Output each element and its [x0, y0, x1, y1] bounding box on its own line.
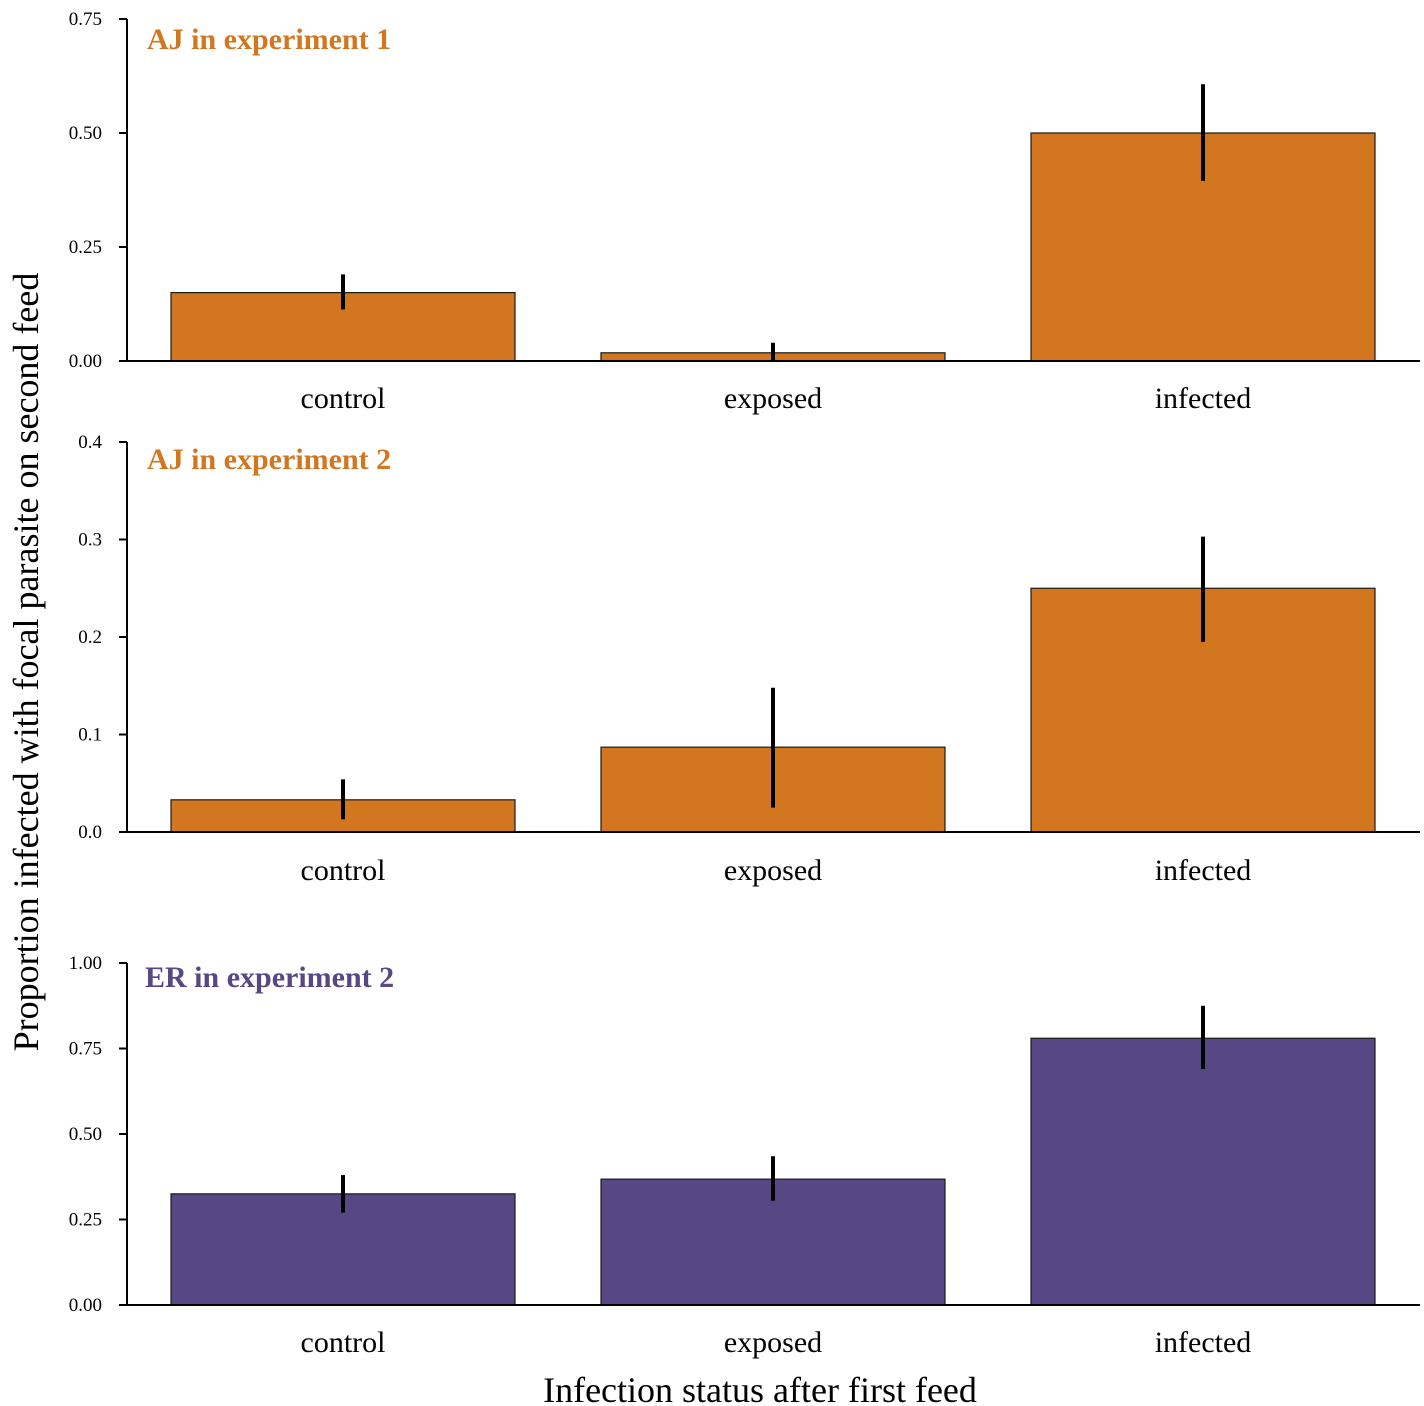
y-tick-label: 0.50	[69, 123, 102, 144]
y-tick-label: 0.25	[69, 1210, 102, 1231]
y-tick-label: 0.50	[69, 1124, 102, 1145]
y-tick-label: 0.4	[78, 432, 102, 453]
y-tick-label: 0.0	[78, 822, 102, 843]
panel-title: AJ in experiment 2	[147, 443, 391, 476]
chart-panel-2: 0.0 0.1 0.2 0.3 0.4 control exposed infected AJ …	[78, 432, 1420, 887]
x-tick-label-infected: infected	[1155, 382, 1252, 415]
y-tick-label: 0.00	[69, 1295, 102, 1316]
x-tick-label-infected: infected	[1155, 854, 1252, 887]
x-tick-label-infected: infected	[1155, 1326, 1252, 1359]
y-axis-title: Proportion infected with focal parasite …	[6, 273, 46, 1052]
x-tick-label-control: control	[301, 1326, 386, 1359]
y-tick-label: 1.00	[69, 953, 102, 974]
y-tick-label: 0.1	[78, 725, 102, 746]
x-tick-label-exposed: exposed	[724, 854, 822, 887]
y-tick-label: 0.2	[78, 627, 102, 648]
x-axis-title: Infection status after first feed	[543, 1370, 977, 1406]
y-tick-label: 0.3	[78, 530, 102, 551]
y-tick-label: 0.75	[69, 1039, 102, 1060]
panel-title: ER in experiment 2	[145, 961, 394, 994]
chart-panel-1: 0.00 0.25 0.50 0.75 control exposed infected AJ…	[69, 9, 1420, 415]
chart-panel-3: 0.00 0.25 0.50 0.75 1.00 control exposed infect…	[69, 953, 1420, 1359]
y-tick-label: 0.00	[69, 351, 102, 372]
x-tick-label-exposed: exposed	[724, 382, 822, 415]
y-tick-label: 0.25	[69, 237, 102, 258]
x-tick-label-exposed: exposed	[724, 1326, 822, 1359]
bar-infected	[1030, 1037, 1376, 1306]
y-tick-label: 0.75	[69, 9, 102, 30]
x-tick-label-control: control	[301, 854, 386, 887]
panel-title: AJ in experiment 1	[147, 23, 391, 56]
x-tick-label-control: control	[301, 382, 386, 415]
